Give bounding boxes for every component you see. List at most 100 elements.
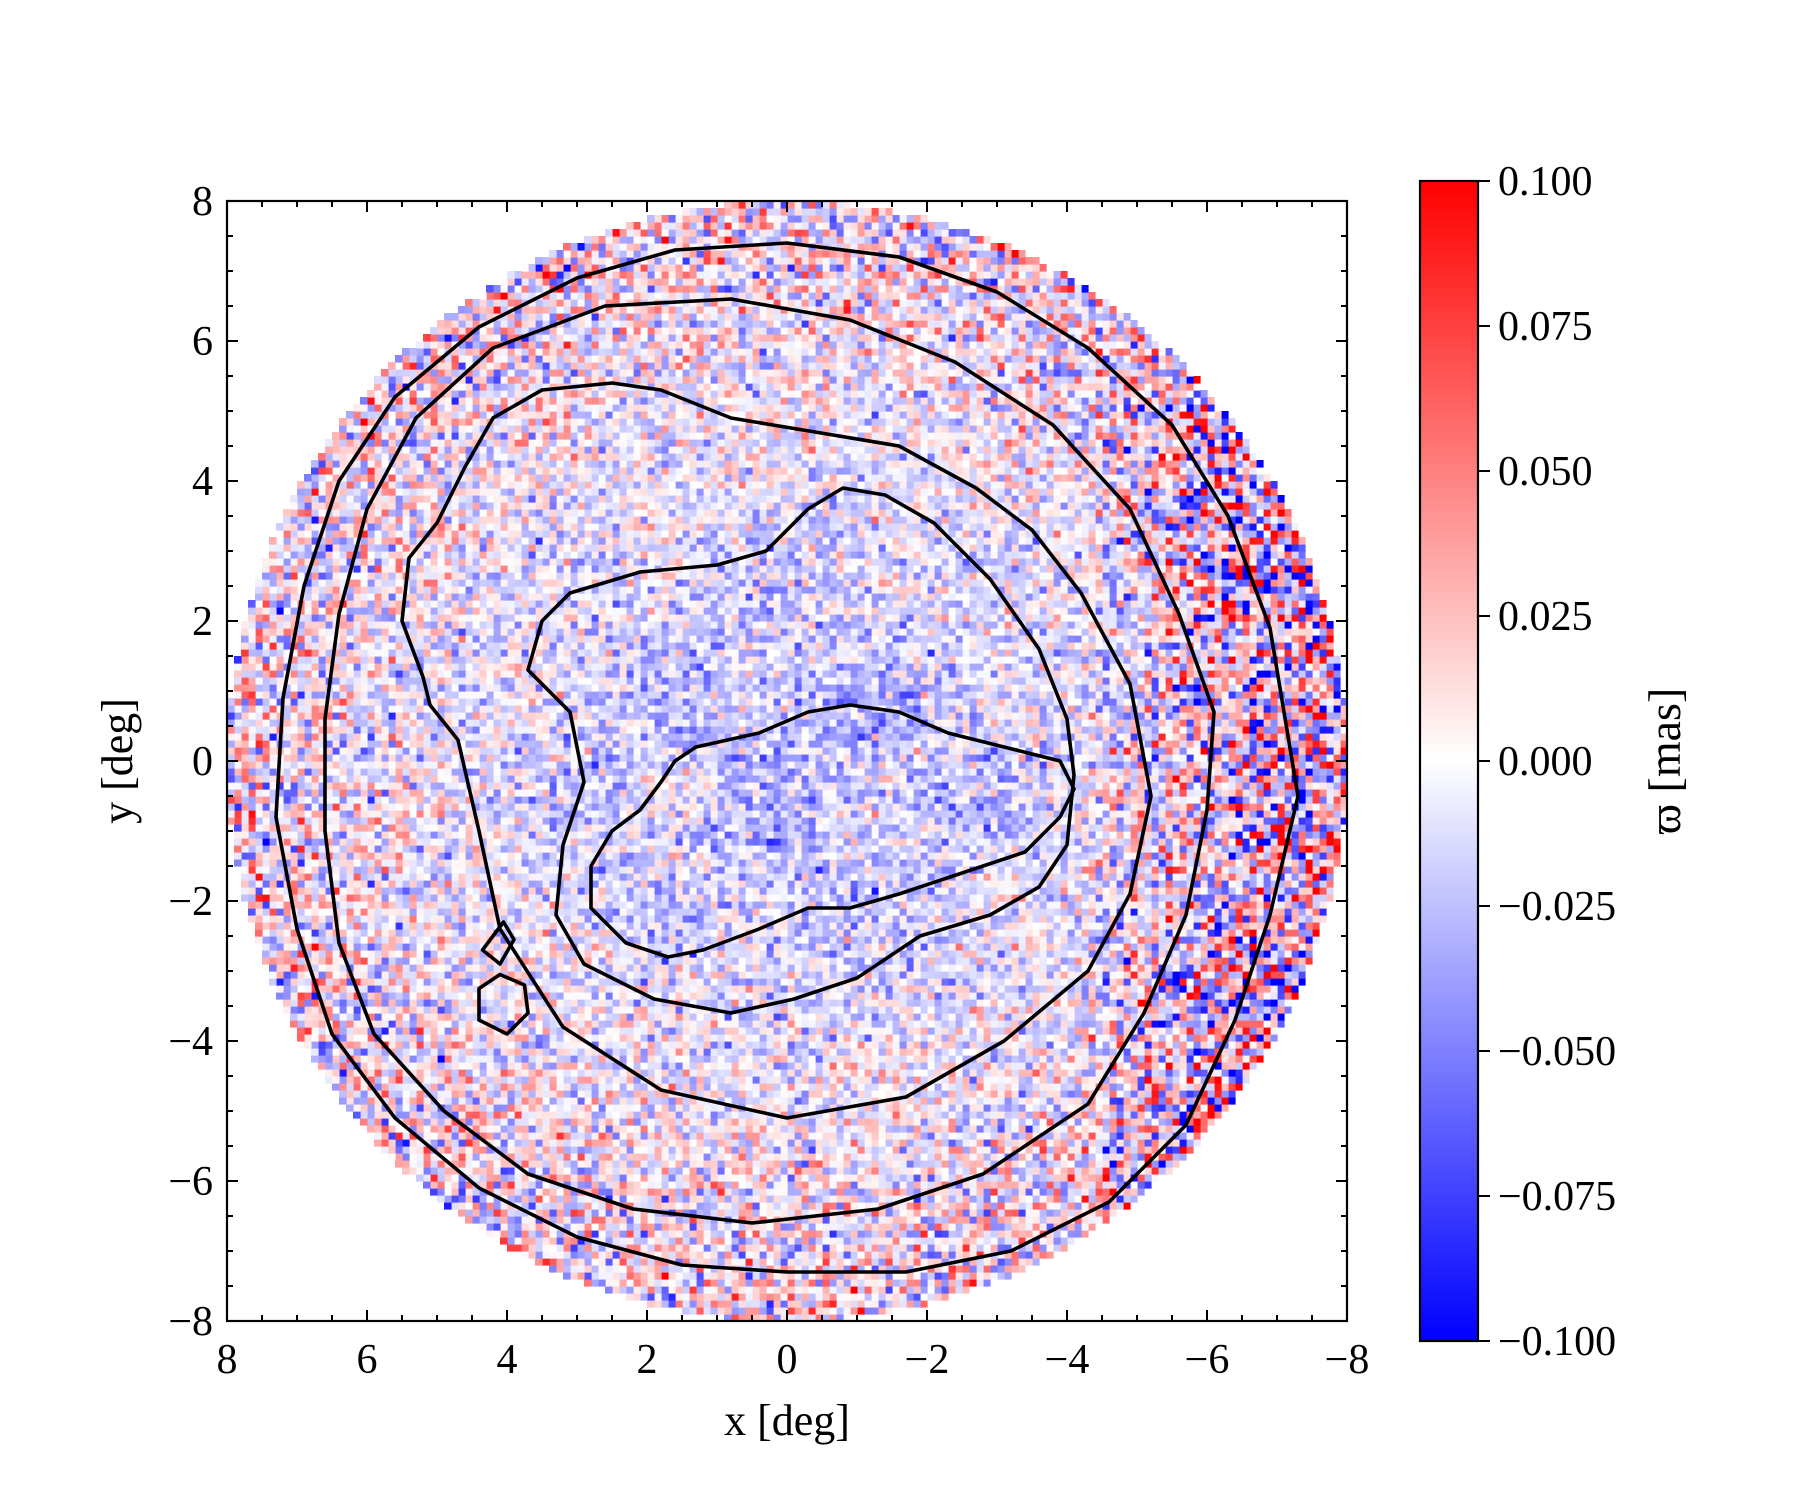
heatmap-cell — [1158, 838, 1166, 846]
heatmap-cell — [1172, 705, 1180, 713]
heatmap-cell — [1193, 495, 1201, 503]
heatmap-cell — [1235, 901, 1243, 909]
heatmap-cell — [1116, 348, 1124, 356]
heatmap-cell — [1074, 565, 1082, 573]
heatmap-cell — [1018, 418, 1026, 426]
heatmap-cell — [1298, 579, 1306, 587]
heatmap-cell — [1200, 558, 1208, 566]
heatmap-cell — [1088, 950, 1096, 958]
heatmap-cell — [1060, 1230, 1068, 1238]
heatmap-cell — [1270, 537, 1278, 545]
heatmap-cell — [1088, 761, 1096, 769]
heatmap-cell — [1172, 845, 1180, 853]
heatmap-cell — [1067, 614, 1075, 622]
heatmap-cell — [1263, 663, 1271, 671]
heatmap-cell — [1319, 698, 1327, 706]
heatmap-cell — [1291, 579, 1299, 587]
heatmap-cell — [1046, 1055, 1054, 1063]
heatmap-cell — [1221, 754, 1229, 762]
heatmap-cell — [1214, 957, 1222, 965]
heatmap-cell — [1270, 950, 1278, 958]
heatmap-cell — [1102, 1013, 1110, 1021]
heatmap-cell — [1158, 1020, 1166, 1028]
heatmap-cell — [1207, 488, 1215, 496]
heatmap-cell — [1151, 824, 1159, 832]
heatmap-cell — [1179, 523, 1187, 531]
heatmap-cell — [1025, 908, 1033, 916]
heatmap-cell — [1060, 740, 1068, 748]
heatmap-cell — [1116, 1167, 1124, 1175]
heatmap-cell — [1305, 824, 1313, 832]
heatmap-cell — [1284, 586, 1292, 594]
heatmap-cell — [1228, 712, 1236, 720]
heatmap-cell — [1305, 761, 1313, 769]
heatmap-cell — [1123, 390, 1131, 398]
heatmap-cell — [1193, 971, 1201, 979]
heatmap-cell — [1158, 488, 1166, 496]
heatmap-cell — [1137, 544, 1145, 552]
heatmap-cell — [1200, 1125, 1208, 1133]
heatmap-cell — [1018, 1195, 1026, 1203]
heatmap-cell — [1144, 516, 1152, 524]
heatmap-cell — [1130, 530, 1138, 538]
heatmap-cell — [1137, 943, 1145, 951]
heatmap-cell — [1046, 572, 1054, 580]
heatmap-cell — [1165, 936, 1173, 944]
heatmap-cell — [1319, 733, 1327, 741]
heatmap-cell — [1263, 593, 1271, 601]
heatmap-cell — [1228, 691, 1236, 699]
heatmap-cell — [1144, 1125, 1152, 1133]
heatmap-cell — [1235, 474, 1243, 482]
heatmap-cell — [1158, 1111, 1166, 1119]
heatmap-cell — [1249, 628, 1257, 636]
heatmap-cell — [1158, 1167, 1166, 1175]
heatmap-cell — [1109, 509, 1117, 517]
heatmap-cell — [1165, 1020, 1173, 1028]
heatmap-cell — [1123, 1027, 1131, 1035]
heatmap-cell — [1165, 1146, 1173, 1154]
heatmap-cell — [1165, 705, 1173, 713]
heatmap-cell — [1116, 670, 1124, 678]
heatmap-cell — [1060, 586, 1068, 594]
heatmap-cell — [1053, 922, 1061, 930]
heatmap-cell — [1207, 1076, 1215, 1084]
heatmap-cell — [1046, 782, 1054, 790]
heatmap-cell — [1207, 803, 1215, 811]
heatmap-cell — [1158, 684, 1166, 692]
heatmap-cell — [1186, 775, 1194, 783]
heatmap-cell — [1235, 446, 1243, 454]
heatmap-cell — [1095, 446, 1103, 454]
heatmap-cell — [1025, 1195, 1033, 1203]
heatmap-cell — [1053, 1090, 1061, 1098]
heatmap-cell — [1144, 628, 1152, 636]
heatmap-cell — [1256, 607, 1264, 615]
heatmap-cell — [1116, 971, 1124, 979]
heatmap-cell — [1095, 502, 1103, 510]
heatmap-cell — [1130, 894, 1138, 902]
heatmap-cell — [1067, 1076, 1075, 1084]
heatmap-cell — [1158, 852, 1166, 860]
heatmap-cell — [1158, 537, 1166, 545]
heatmap-cell — [1249, 985, 1257, 993]
heatmap-cell — [1123, 537, 1131, 545]
heatmap-cell — [1018, 810, 1026, 818]
heatmap-cell — [1060, 488, 1068, 496]
heatmap-cell — [1144, 593, 1152, 601]
heatmap-cell — [1018, 390, 1026, 398]
heatmap-cell — [1109, 544, 1117, 552]
heatmap-cell — [1102, 719, 1110, 727]
heatmap-cell — [1172, 691, 1180, 699]
heatmap-cell — [1270, 845, 1278, 853]
heatmap-cell — [1249, 775, 1257, 783]
heatmap-cell — [1109, 873, 1117, 881]
heatmap-cell — [1088, 551, 1096, 559]
heatmap-cell — [1165, 901, 1173, 909]
heatmap-cell — [1074, 880, 1082, 888]
heatmap-cell — [1221, 761, 1229, 769]
heatmap-cell — [1095, 1006, 1103, 1014]
heatmap-cell — [1151, 999, 1159, 1007]
heatmap-cell — [1046, 1251, 1054, 1259]
heatmap-cell — [1011, 1258, 1019, 1266]
heatmap-cell — [1242, 908, 1250, 916]
heatmap-cell — [1032, 327, 1040, 335]
